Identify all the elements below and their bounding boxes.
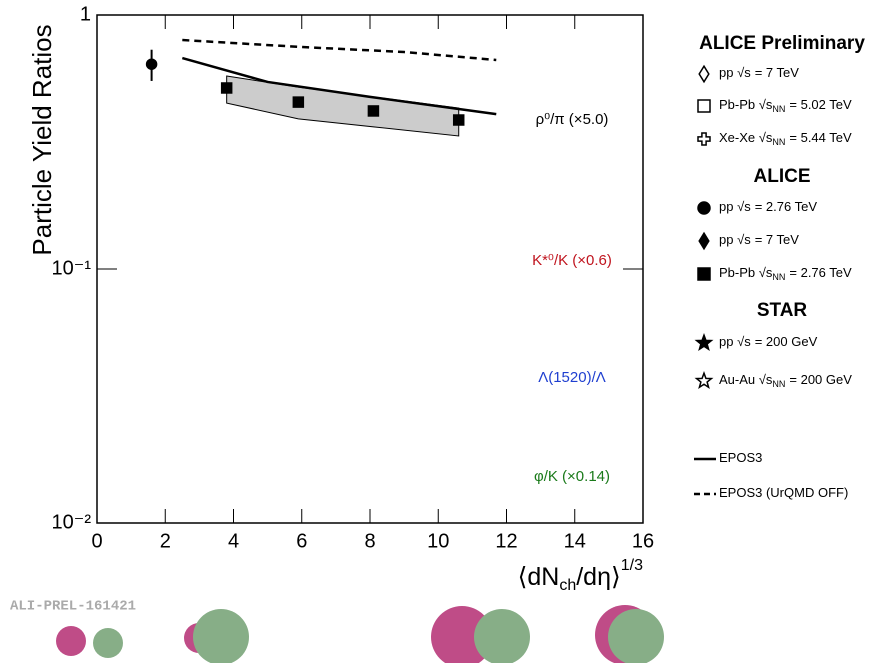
plot-frame xyxy=(96,14,644,524)
marker xyxy=(697,267,711,281)
x-tick-label: 8 xyxy=(364,530,375,552)
legend-entry: Pb-Pb √sNN = 5.02 TeV xyxy=(719,97,852,114)
legend-part: NN xyxy=(772,272,785,282)
legend-part: Pb-Pb √s xyxy=(719,265,773,280)
legend-part: = 7 TeV xyxy=(755,232,800,247)
x-tick-label: 2 xyxy=(160,530,171,552)
legend-part: = 200 GeV xyxy=(789,372,852,387)
x-tick-label: 6 xyxy=(296,530,307,552)
legend-entry: pp √s = 7 TeV xyxy=(719,65,799,80)
legend-part: pp √s xyxy=(719,232,751,247)
legend-part: = 2.76 TeV xyxy=(789,265,852,280)
x-tick-label: 0 xyxy=(91,530,102,552)
legend-part: pp √s xyxy=(719,199,751,214)
band xyxy=(226,75,460,137)
y-axis-label: Particle Yield Ratios xyxy=(27,24,57,255)
x-tick-label: 10 xyxy=(427,530,449,552)
marker xyxy=(698,231,710,251)
data-point xyxy=(452,114,465,126)
marker xyxy=(694,333,714,352)
legend-part: = 5.02 TeV xyxy=(789,97,852,112)
x-tick-label: 4 xyxy=(228,530,239,552)
data-point xyxy=(145,58,158,70)
x-axis-label: ⟨dNch/dη⟩1/3 xyxy=(518,557,643,594)
legend-entry: Au-Au √sNN = 200 GeV xyxy=(719,372,852,389)
legend-entry: EPOS3 xyxy=(719,450,762,465)
legend-part: NN xyxy=(772,137,785,147)
legend-part: = 7 TeV xyxy=(755,65,800,80)
legend-entry: Pb-Pb √sNN = 2.76 TeV xyxy=(719,265,852,282)
decor-bubbles xyxy=(56,605,664,663)
legend-entry: EPOS3 (UrQMD OFF) xyxy=(719,485,848,500)
y-tick-label: 1 xyxy=(80,3,91,25)
data-point xyxy=(367,105,380,117)
legend-part: EPOS3 xyxy=(719,450,762,465)
y-tick-label: 10⁻² xyxy=(52,511,92,533)
legend-part: Pb-Pb √s xyxy=(719,97,773,112)
data-point xyxy=(220,82,233,94)
annotation: φ/K (×0.14) xyxy=(534,468,610,485)
legend-part: = 200 GeV xyxy=(755,334,818,349)
legend-part: NN xyxy=(772,104,785,114)
legend-part: EPOS3 (UrQMD OFF) xyxy=(719,485,848,500)
marker xyxy=(697,201,711,215)
annotation: K*⁰/K (×0.6) xyxy=(532,252,612,269)
watermark: ALI-PREL-161421 xyxy=(10,599,136,615)
marker xyxy=(694,371,714,390)
legend-part: pp √s xyxy=(719,65,751,80)
model-line xyxy=(181,56,497,116)
legend-header: ALICE xyxy=(754,166,811,187)
legend-entry: Xe-Xe √sNN = 5.44 TeV xyxy=(719,130,852,147)
annotation: Λ(1520)/Λ xyxy=(538,369,606,386)
legend-part: = 5.44 TeV xyxy=(789,130,852,145)
legend-entry: pp √s = 7 TeV xyxy=(719,232,799,247)
x-tick-label: 12 xyxy=(495,530,517,552)
legend-part: Xe-Xe √s xyxy=(719,130,773,145)
legend-part: = 2.76 TeV xyxy=(755,199,818,214)
y-tick-label: 10⁻¹ xyxy=(52,257,92,279)
x-tick-label: 14 xyxy=(564,530,586,552)
x-tick-label: 16 xyxy=(632,530,654,552)
annotation: ρ⁰/π (×5.0) xyxy=(536,111,609,128)
legend-entry: pp √s = 200 GeV xyxy=(719,334,818,349)
legend-header: STAR xyxy=(757,300,808,321)
legend-entry: pp √s = 2.76 TeV xyxy=(719,199,817,214)
marker xyxy=(697,132,711,146)
marker xyxy=(698,64,710,84)
data-point xyxy=(292,96,305,108)
legend-part: pp √s xyxy=(719,334,751,349)
legend-header: ALICE Preliminary xyxy=(699,33,865,54)
marker xyxy=(697,99,711,113)
legend-part: Au-Au √s xyxy=(719,372,773,387)
model-line xyxy=(182,38,497,62)
legend-part: NN xyxy=(772,379,785,389)
